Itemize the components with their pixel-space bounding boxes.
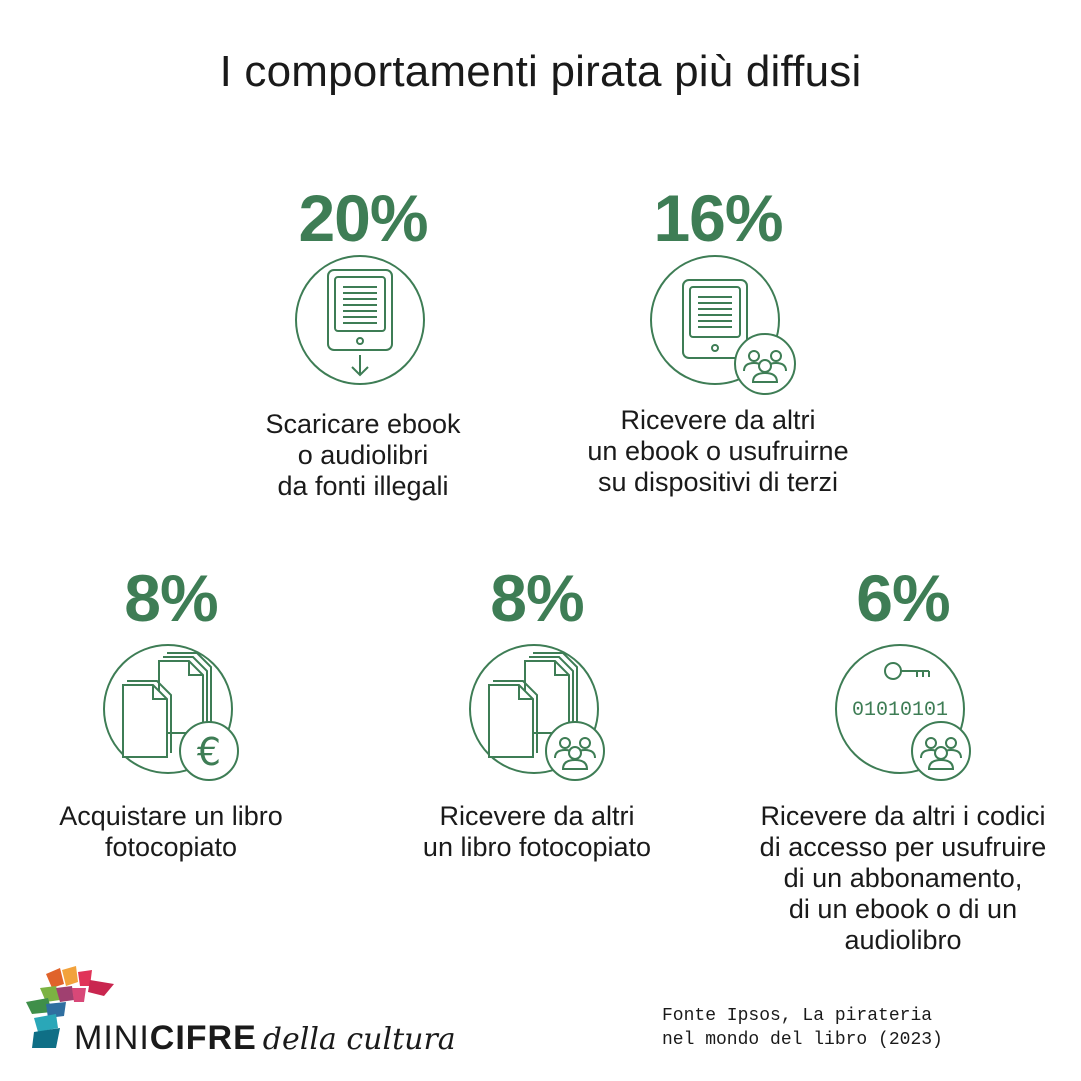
stat-value: 8% (490, 561, 584, 635)
stat-description: Ricevere da altri un libro fotocopiato (422, 801, 652, 862)
stat-access-codes-from-others: 6% 01010101 Ricevere da altri i codici d… (713, 563, 1081, 956)
logo-cifre: CIFRE (149, 1019, 257, 1057)
photocopy-shared-icon (467, 641, 607, 781)
stat-description: Scaricare ebook o audiolibri da fonti il… (265, 409, 461, 501)
stat-description: Acquistare un libro fotocopiato (59, 801, 283, 862)
binary-code: 01010101 (852, 699, 948, 722)
logo-mini: MINI (74, 1019, 150, 1057)
minicifre-logo: MINICIFRE della cultura (26, 966, 456, 1057)
stat-value: 16% (653, 181, 783, 255)
photocopy-euro-icon: € (101, 641, 241, 781)
logo-wordmark: MINICIFRE della cultura (74, 1018, 456, 1060)
stat-ebook-from-others: 16% Ricevere da altri un ebook o usufrui… (528, 183, 908, 498)
logo-tail: della cultura (262, 1022, 456, 1057)
stat-description: Ricevere da altri i codici di accesso pe… (759, 801, 1047, 955)
ebook-download-icon (293, 255, 433, 395)
source-note: Fonte Ipsos, La pirateria nel mondo del … (662, 1006, 943, 1050)
page-title: I comportamenti pirata più diffusi (219, 47, 862, 96)
stat-download-ebook: 20% Scaricare ebook o audiolibri da font… (173, 183, 553, 502)
stat-value: 6% (856, 561, 950, 635)
stat-buy-photocopied-book: 8% € Acquistare un libro fotocopiato (0, 563, 361, 863)
stat-photocopied-from-others: 8% Ricevere da altri un libro fotocopiat… (347, 563, 727, 863)
ebook-shared-icon (648, 255, 796, 395)
svg-text:€: € (197, 730, 221, 774)
stat-value: 20% (298, 181, 428, 255)
key-icon (884, 662, 930, 680)
stat-value: 8% (124, 561, 218, 635)
stat-description: Ricevere da altri un ebook o usufruirne … (587, 405, 849, 497)
leaves-logo-icon (26, 966, 114, 1048)
access-code-shared-icon: 01010101 (833, 641, 973, 781)
